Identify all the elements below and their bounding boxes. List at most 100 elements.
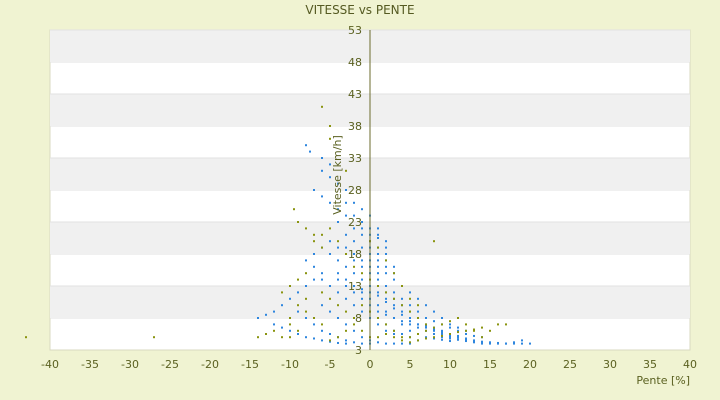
data-point <box>457 331 459 334</box>
data-point <box>433 320 435 323</box>
data-point <box>385 310 387 313</box>
data-point <box>401 320 403 323</box>
data-point <box>329 285 331 287</box>
data-point <box>393 307 395 310</box>
x-axis-ticks: -40 -35 -30 -25 -20 -15 -10 -5 0 5 10 15 20 25 30 35 40 <box>41 358 697 371</box>
data-point <box>425 326 427 329</box>
data-point <box>289 297 291 300</box>
data-point <box>481 336 483 339</box>
data-point <box>377 272 379 275</box>
x-tick-label: -25 <box>161 358 179 371</box>
data-point <box>393 342 395 345</box>
data-point <box>361 342 363 345</box>
data-point <box>353 317 355 319</box>
data-point <box>337 304 339 307</box>
x-tick-label: 40 <box>683 358 697 371</box>
x-tick-label: -10 <box>281 358 299 371</box>
data-point <box>281 336 283 339</box>
data-point <box>305 227 307 230</box>
data-point <box>377 227 379 230</box>
data-point <box>449 323 451 326</box>
data-point <box>441 333 443 335</box>
data-point <box>377 233 379 236</box>
data-point <box>425 317 427 319</box>
data-point <box>329 137 331 140</box>
data-point <box>329 125 331 127</box>
data-point <box>305 285 307 287</box>
data-point <box>457 338 459 341</box>
data-point <box>281 291 283 294</box>
data-point <box>361 310 363 313</box>
data-point <box>353 259 355 262</box>
data-point <box>393 291 395 294</box>
data-point <box>417 333 419 335</box>
data-point <box>385 313 387 316</box>
data-point <box>313 240 315 243</box>
data-point <box>385 329 387 332</box>
data-point <box>329 227 331 230</box>
data-point <box>417 297 419 300</box>
data-point <box>433 336 435 339</box>
data-point <box>361 246 363 249</box>
data-point <box>401 339 403 342</box>
data-point <box>409 291 411 294</box>
data-point <box>281 304 283 307</box>
data-point <box>425 336 427 339</box>
data-point <box>305 144 307 147</box>
data-point <box>377 253 379 255</box>
data-point <box>441 331 443 334</box>
data-point <box>321 272 323 275</box>
data-point <box>345 189 347 191</box>
data-point <box>377 259 379 262</box>
data-point <box>361 272 363 275</box>
data-point <box>497 323 499 326</box>
data-point <box>321 169 323 172</box>
data-point <box>465 329 467 332</box>
data-point <box>25 336 27 339</box>
data-point <box>401 323 403 326</box>
y-tick-label: 18 <box>348 248 362 261</box>
data-point <box>329 333 331 335</box>
data-point <box>433 326 435 329</box>
data-point <box>345 253 347 255</box>
data-point <box>393 265 395 268</box>
data-point <box>385 253 387 255</box>
data-point <box>441 336 443 339</box>
data-point <box>449 337 451 340</box>
data-point <box>361 265 363 268</box>
data-point <box>321 323 323 326</box>
data-point <box>345 169 347 172</box>
data-point <box>345 329 347 332</box>
data-point <box>425 337 427 340</box>
data-point <box>377 294 379 297</box>
x-tick-label: -20 <box>201 358 219 371</box>
data-point <box>401 313 403 316</box>
data-point <box>393 329 395 332</box>
data-point <box>529 342 531 345</box>
data-point <box>433 240 435 243</box>
data-point <box>409 320 411 323</box>
data-point <box>441 334 443 337</box>
data-point <box>377 304 379 307</box>
data-point <box>385 291 387 294</box>
data-point <box>361 291 363 294</box>
data-point <box>481 341 483 344</box>
data-point <box>305 310 307 313</box>
y-tick-label: 23 <box>348 216 362 229</box>
chart-title: VITESSE vs PENTE <box>305 3 414 17</box>
x-tick-label: -40 <box>41 358 59 371</box>
data-point <box>361 288 363 291</box>
data-point <box>417 310 419 313</box>
data-point <box>321 291 323 294</box>
data-point <box>457 326 459 329</box>
data-point <box>345 214 347 217</box>
data-point <box>313 278 315 281</box>
data-point <box>409 329 411 332</box>
data-point <box>361 259 363 262</box>
data-point <box>361 297 363 300</box>
data-point <box>377 336 379 339</box>
data-point <box>505 323 507 326</box>
data-point <box>353 240 355 243</box>
data-point <box>257 336 259 339</box>
data-point <box>425 324 427 327</box>
